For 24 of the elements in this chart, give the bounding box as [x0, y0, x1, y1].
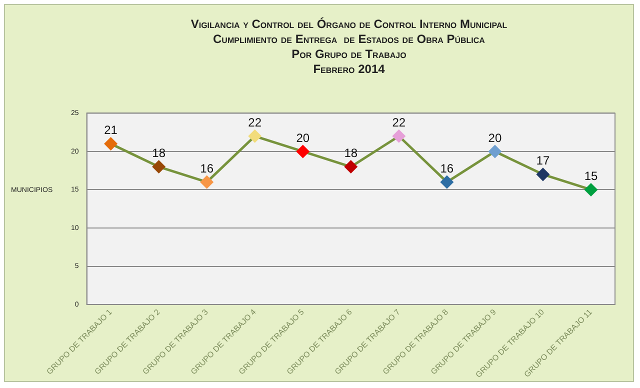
data-label: 17 — [536, 154, 550, 168]
point — [584, 183, 598, 196]
point — [200, 176, 214, 188]
data-label: 18 — [344, 146, 358, 160]
point — [344, 160, 358, 174]
data-label: 18 — [152, 146, 166, 160]
point — [152, 160, 166, 174]
data-label: 16 — [440, 161, 454, 176]
point — [536, 168, 550, 181]
data-label: 22 — [248, 115, 262, 130]
data-label: 20 — [488, 130, 502, 145]
point — [392, 130, 406, 142]
data-label: 20 — [296, 130, 310, 145]
data-label: 15 — [584, 169, 598, 184]
data-label: 21 — [104, 123, 118, 138]
point — [440, 176, 454, 188]
point — [104, 138, 118, 150]
data-label: 16 — [200, 161, 214, 176]
chart-title: Vigilancia y Control del Órgano de Control Interno Municipal — [190, 17, 508, 32]
point — [488, 145, 502, 158]
point — [296, 145, 310, 158]
data-label: 22 — [392, 115, 406, 130]
chart-subtitle: Cumplimiento de Entrega de Estados de Obra Pública Por Grupo de Trabajo Febrero 2014 — [212, 32, 486, 77]
point — [248, 130, 262, 142]
